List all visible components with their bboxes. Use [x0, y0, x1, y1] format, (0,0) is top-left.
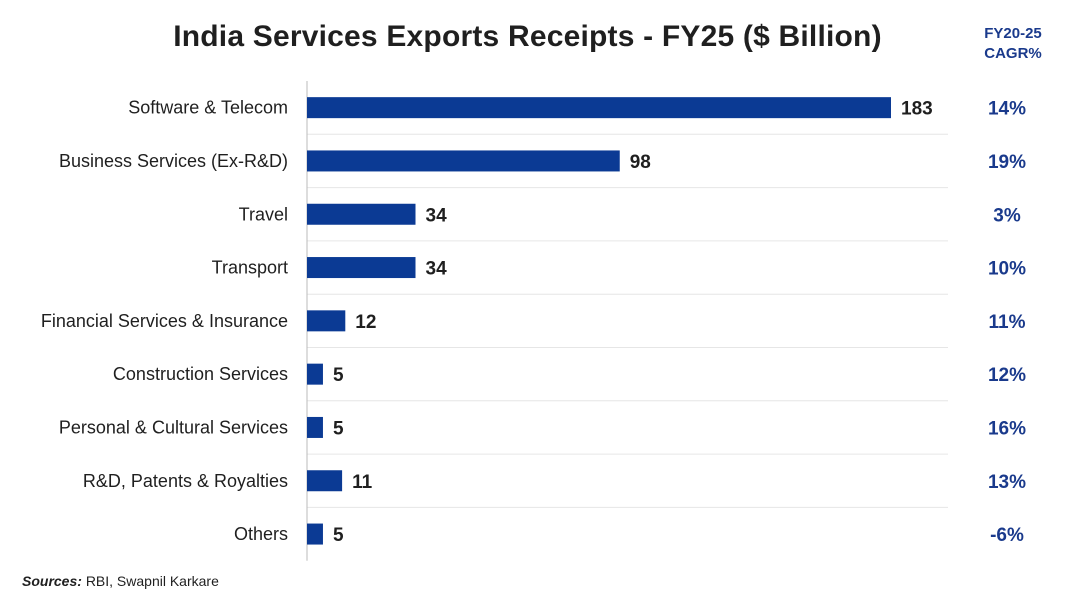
cagr-column-header: FY20-25 CAGR%: [960, 24, 1066, 64]
cagr-value: 11%: [989, 312, 1026, 333]
cagr-value: -6%: [990, 525, 1024, 546]
category-label: Construction Services: [113, 364, 288, 384]
cagr-value: 19%: [988, 152, 1026, 173]
category-label: Business Services (Ex-R&D): [59, 151, 288, 171]
chart-title: India Services Exports Receipts - FY25 (…: [173, 20, 882, 53]
bar: [307, 363, 323, 385]
cagr-value: 3%: [993, 205, 1021, 226]
data-label: 183: [901, 99, 933, 120]
data-label: 5: [333, 418, 344, 439]
bar: [307, 150, 620, 172]
bar: [307, 416, 323, 438]
cagr-value: 16%: [988, 418, 1026, 439]
category-label: Personal & Cultural Services: [59, 417, 288, 437]
data-label: 5: [333, 525, 344, 546]
data-label: 12: [355, 312, 376, 333]
cagr-header-line-1: FY20-25: [984, 25, 1042, 42]
bar: [307, 470, 343, 492]
source-label: Sources:: [22, 573, 82, 589]
data-label: 34: [426, 205, 448, 226]
category-label: Travel: [239, 204, 288, 224]
cagr-value: 12%: [988, 365, 1026, 386]
bar: [307, 310, 346, 332]
category-label: Financial Services & Insurance: [41, 311, 288, 331]
data-label: 98: [630, 152, 651, 173]
bar: [307, 523, 323, 545]
category-label: Software & Telecom: [128, 98, 288, 118]
data-label: 5: [333, 365, 344, 386]
source-text: RBI, Swapnil Karkare: [85, 573, 219, 589]
cagr-header-line-2: CAGR%: [984, 45, 1042, 62]
cagr-value: 10%: [988, 259, 1026, 280]
bar: [307, 97, 891, 119]
bar: [307, 257, 416, 279]
category-label: R&D, Patents & Royalties: [83, 471, 288, 491]
data-label: 11: [352, 472, 373, 493]
source-note: Sources: RBI, Swapnil Karkare: [22, 573, 219, 589]
bar: [307, 203, 416, 225]
cagr-value: 13%: [988, 472, 1026, 493]
cagr-value: 14%: [988, 99, 1026, 120]
data-label: 34: [426, 259, 448, 280]
category-label: Transport: [212, 258, 288, 278]
category-label: Others: [234, 524, 288, 544]
